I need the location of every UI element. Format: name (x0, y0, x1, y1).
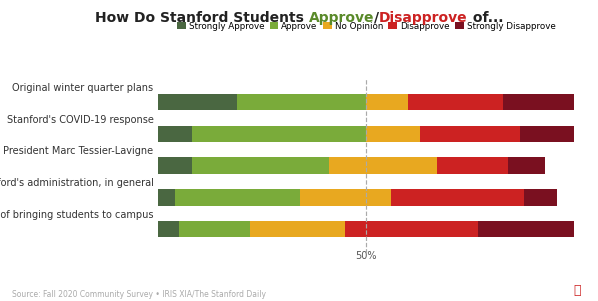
Text: Original winter quarter plans: Original winter quarter plans (13, 83, 154, 93)
Bar (237, 94, 366, 110)
Bar (508, 157, 545, 174)
Bar (158, 94, 237, 110)
Bar (408, 94, 504, 110)
Text: Source: Fall 2020 Community Survey • IRIS XIA/The Stanford Daily: Source: Fall 2020 Community Survey • IRI… (12, 290, 266, 299)
Text: Stanford's honestly about the likelihood of bringing students to campus: Stanford's honestly about the likelihood… (0, 210, 154, 220)
Bar (158, 157, 192, 174)
Bar (158, 221, 179, 237)
Bar (520, 126, 574, 142)
Text: Stanford's administration, in general: Stanford's administration, in general (0, 178, 154, 188)
Text: /: / (374, 11, 379, 25)
Bar (420, 126, 520, 142)
Bar (250, 221, 346, 237)
Bar (192, 157, 329, 174)
Bar (478, 221, 574, 237)
Bar (346, 221, 478, 237)
Text: Approve: Approve (309, 11, 374, 25)
Text: How Do Stanford Students: How Do Stanford Students (94, 11, 309, 25)
Bar (158, 189, 175, 206)
Text: 50%: 50% (356, 251, 377, 261)
Bar (524, 189, 557, 206)
Legend: Strongly Approve, Approve, No Opinion, Disapprove, Strongly Disapprove: Strongly Approve, Approve, No Opinion, D… (177, 22, 556, 30)
Bar (504, 94, 574, 110)
Bar (391, 189, 524, 206)
Text: Disapprove: Disapprove (379, 11, 468, 25)
Bar (366, 126, 420, 142)
Bar (329, 157, 437, 174)
Bar (366, 94, 408, 110)
Text: of...: of... (468, 11, 504, 25)
Bar (175, 189, 300, 206)
Text: President Marc Tessier-Lavigne: President Marc Tessier-Lavigne (4, 146, 154, 156)
Text: Ⓢ: Ⓢ (573, 284, 581, 297)
Bar (158, 126, 192, 142)
Bar (437, 157, 508, 174)
Bar (192, 126, 366, 142)
Text: Stanford's COVID-19 response: Stanford's COVID-19 response (7, 115, 154, 125)
Bar (179, 221, 250, 237)
Bar (300, 189, 391, 206)
